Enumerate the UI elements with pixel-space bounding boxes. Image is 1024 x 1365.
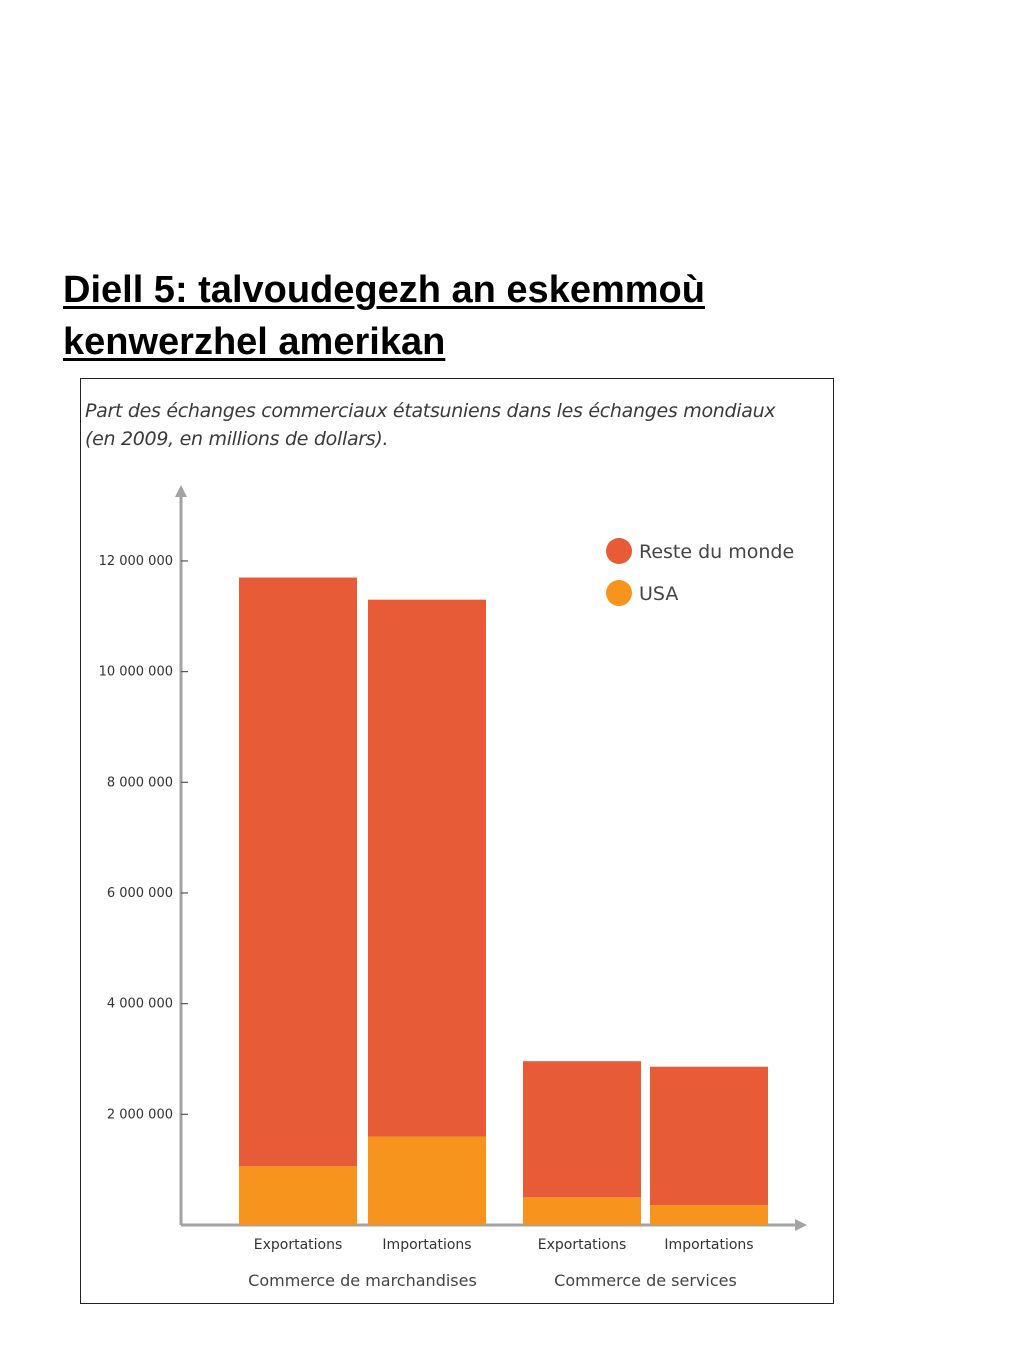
x-category-label: Exportations	[538, 1237, 627, 1253]
bar-usa-3	[523, 1197, 641, 1225]
stacked-bar-chart: Part des échanges commerciaux étatsunien…	[85, 400, 807, 1290]
bar-reste-du-monde-1	[239, 577, 357, 1167]
bar-usa-4	[650, 1205, 768, 1225]
y-tick-label: 4 000 000	[107, 997, 173, 1012]
bar-reste-du-monde-2	[368, 599, 486, 1137]
chart-title-line-2: (en 2009, en millions de dollars).	[85, 428, 388, 450]
page-title-line-2: kenwerzhel amerikan	[63, 321, 446, 363]
page-title: Diell 5: talvoudegezh an eskemmoù kenwer…	[63, 264, 963, 368]
x-group-label: Commerce de services	[554, 1271, 737, 1290]
legend-swatch	[606, 580, 632, 606]
legend-swatch	[606, 538, 632, 564]
x-category-label: Exportations	[254, 1237, 343, 1253]
legend-label: USA	[639, 583, 678, 605]
x-axis-arrow	[795, 1219, 807, 1231]
x-group-label: Commerce de marchandises	[248, 1271, 477, 1290]
y-tick-label: 12 000 000	[99, 554, 173, 569]
bar-reste-du-monde-4	[650, 1066, 768, 1206]
x-category-label: Importations	[664, 1237, 753, 1253]
y-axis-arrow	[175, 485, 187, 497]
y-tick-label: 2 000 000	[107, 1107, 173, 1122]
y-tick-label: 6 000 000	[107, 886, 173, 901]
bar-reste-du-monde-3	[523, 1061, 641, 1198]
x-category-label: Importations	[382, 1237, 471, 1253]
legend-label: Reste du monde	[639, 541, 794, 563]
bar-usa-2	[368, 1136, 486, 1225]
y-tick-label: 10 000 000	[99, 665, 173, 680]
chart-frame: Part des échanges commerciaux étatsunien…	[80, 378, 834, 1304]
y-tick-label: 8 000 000	[107, 775, 173, 790]
chart-title-line-1: Part des échanges commerciaux étatsunien…	[85, 400, 776, 422]
bar-usa-1	[239, 1166, 357, 1225]
page-title-line-1: Diell 5: talvoudegezh an eskemmoù	[63, 269, 705, 311]
